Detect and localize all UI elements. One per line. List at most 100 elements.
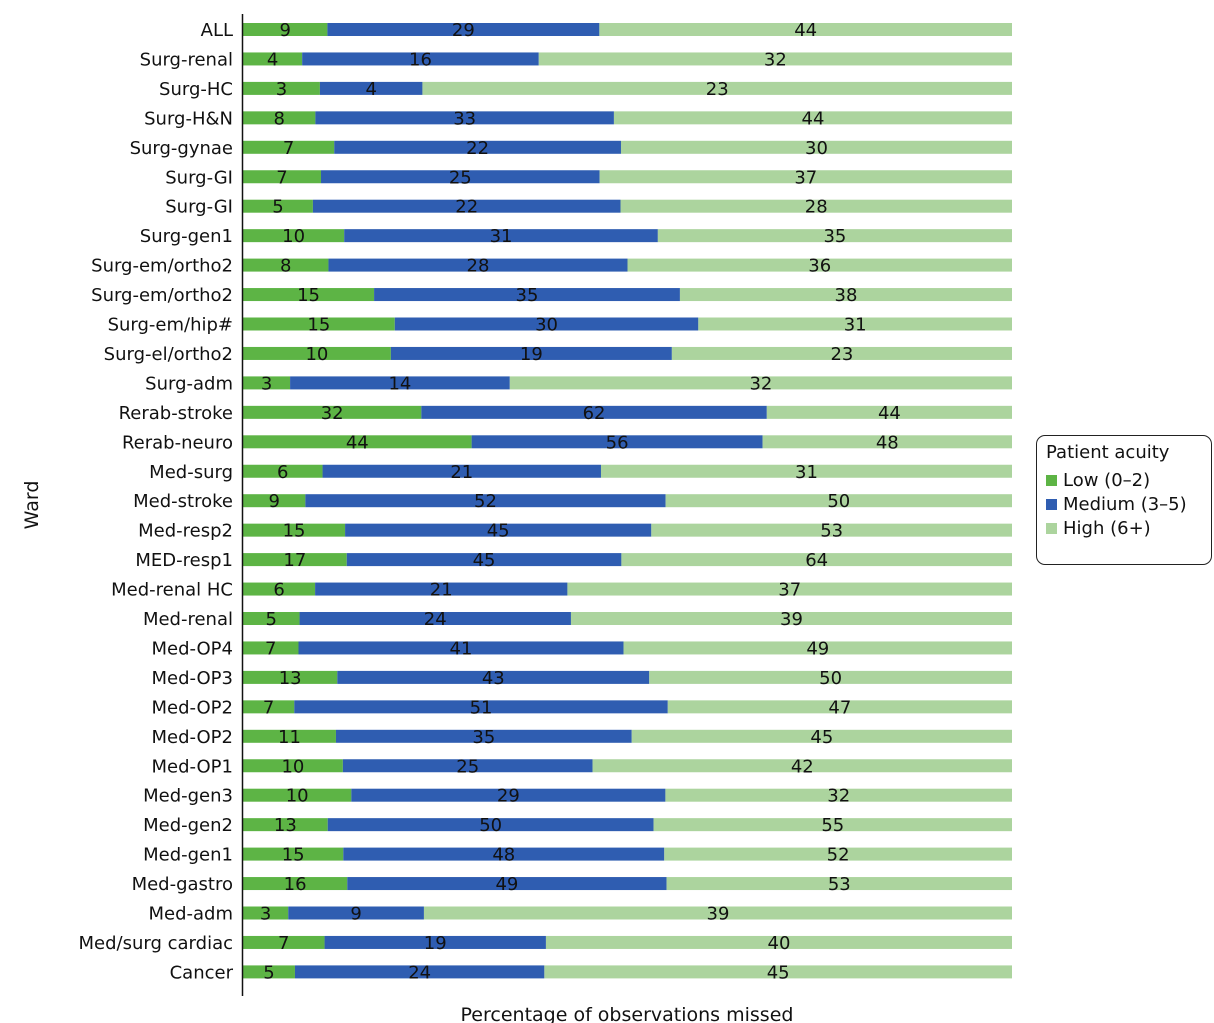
legend-label-medium: Medium (3–5) bbox=[1063, 493, 1187, 515]
category-label-rerab-neuro: Rerab-neuro bbox=[122, 432, 233, 453]
value-label-medium-3: 33 bbox=[453, 108, 476, 129]
value-label-high-22: 50 bbox=[819, 668, 842, 689]
bar-low-surg-renal-1 bbox=[243, 52, 303, 66]
category-label-surg-gi: Surg-GI bbox=[165, 197, 233, 218]
legend-item-medium: Medium (3–5) bbox=[1046, 492, 1211, 516]
bar-medium-surg-em-hip-10 bbox=[394, 317, 699, 331]
bar-low-med-surg-15 bbox=[243, 464, 323, 478]
value-label-low-22: 13 bbox=[279, 668, 302, 689]
value-label-low-28: 15 bbox=[282, 845, 305, 866]
value-label-low-15: 6 bbox=[277, 462, 288, 483]
bar-high-med-op3-22 bbox=[649, 670, 1012, 684]
bars-layer bbox=[243, 23, 1012, 979]
value-label-medium-22: 43 bbox=[482, 668, 505, 689]
value-label-high-9: 38 bbox=[835, 285, 858, 306]
bar-low-med-op4-21 bbox=[243, 641, 299, 655]
bar-high-surg-em-ortho2-8 bbox=[627, 258, 1012, 272]
bar-high-med-resp2-17 bbox=[651, 523, 1012, 537]
bar-high-med-surg-cardiac-31 bbox=[545, 935, 1012, 949]
bar-low-med-stroke-16 bbox=[243, 494, 306, 508]
bar-high-med-gen2-27 bbox=[653, 818, 1012, 832]
category-label-med-surg: Med-surg bbox=[149, 462, 233, 483]
value-label-medium-2: 4 bbox=[365, 79, 376, 100]
bar-medium-med-op3-22 bbox=[337, 670, 650, 684]
value-label-medium-27: 50 bbox=[479, 815, 502, 836]
bar-low-surg-em-hip-10 bbox=[243, 317, 395, 331]
value-label-low-25: 10 bbox=[281, 756, 304, 777]
bar-high-med-op2-23 bbox=[667, 700, 1012, 714]
bar-high-med-op4-21 bbox=[623, 641, 1012, 655]
bar-medium-med-surg-cardiac-31 bbox=[324, 935, 546, 949]
bar-medium-surg-em-ortho2-9 bbox=[374, 288, 680, 302]
bar-high-med-surg-15 bbox=[600, 464, 1012, 478]
category-label-surg-h-n: Surg-H&N bbox=[144, 108, 233, 129]
bar-high-med-op2-24 bbox=[631, 729, 1012, 743]
bar-low-surg-gynae-4 bbox=[243, 140, 335, 154]
bar-medium-med-gen1-28 bbox=[343, 847, 665, 861]
bar-low-med-resp2-17 bbox=[243, 523, 346, 537]
value-label-low-5: 7 bbox=[276, 167, 287, 188]
bar-medium-cancer-32 bbox=[294, 965, 545, 979]
category-label-med-surg-cardiac: Med/surg cardiac bbox=[79, 933, 233, 954]
value-label-medium-30: 9 bbox=[350, 904, 361, 925]
bar-medium-rerab-neuro-14 bbox=[471, 435, 763, 449]
category-label-surg-em-ortho2: Surg-em/ortho2 bbox=[91, 256, 233, 277]
bar-low-med-op2-23 bbox=[243, 700, 295, 714]
category-label-med-stroke: Med-stroke bbox=[133, 491, 233, 512]
bar-high-med-stroke-16 bbox=[665, 494, 1012, 508]
value-label-high-6: 28 bbox=[805, 197, 828, 218]
value-label-low-16: 9 bbox=[268, 491, 279, 512]
bar-medium-surg-renal-1 bbox=[302, 52, 539, 66]
category-label-med-gen2: Med-gen2 bbox=[143, 815, 233, 836]
value-label-low-2: 3 bbox=[276, 79, 287, 100]
bar-low-cancer-32 bbox=[243, 965, 295, 979]
value-label-medium-8: 28 bbox=[467, 256, 490, 277]
category-label-med-op4: Med-OP4 bbox=[151, 638, 233, 659]
bar-low-med-surg-cardiac-31 bbox=[243, 935, 325, 949]
value-label-medium-17: 45 bbox=[487, 521, 510, 542]
value-label-high-8: 36 bbox=[808, 256, 831, 277]
value-label-high-14: 48 bbox=[876, 432, 899, 453]
value-label-low-3: 8 bbox=[273, 108, 284, 129]
value-label-low-20: 5 bbox=[266, 609, 277, 630]
value-label-medium-10: 30 bbox=[535, 315, 558, 336]
value-label-low-10: 15 bbox=[307, 315, 330, 336]
value-label-high-18: 64 bbox=[805, 550, 828, 571]
bar-high-surg-em-ortho2-9 bbox=[679, 288, 1012, 302]
value-label-high-1: 32 bbox=[764, 49, 787, 70]
value-label-low-13: 32 bbox=[321, 403, 344, 424]
value-label-high-31: 40 bbox=[768, 933, 791, 954]
bar-high-surg-gynae-4 bbox=[620, 140, 1012, 154]
category-label-med-gen1: Med-gen1 bbox=[143, 845, 233, 866]
category-labels: ALL Surg-renal Surg-HC Surg-H&N Surg-gynae Su… bbox=[79, 20, 234, 983]
value-label-high-12: 32 bbox=[749, 373, 772, 394]
value-label-medium-28: 48 bbox=[492, 845, 515, 866]
legend-swatch-medium bbox=[1046, 498, 1057, 510]
value-label-low-18: 17 bbox=[283, 550, 306, 571]
legend-item-high: High (6+) bbox=[1046, 516, 1211, 540]
value-label-medium-32: 24 bbox=[408, 962, 431, 983]
category-label-med-resp2: Med-resp2 bbox=[138, 521, 233, 542]
value-label-medium-31: 19 bbox=[424, 933, 447, 954]
bar-high-med-op1-25 bbox=[592, 759, 1012, 773]
x-axis-title: Percentage of observations missed bbox=[461, 1004, 794, 1023]
legend-label-high: High (6+) bbox=[1063, 517, 1151, 539]
value-label-low-6: 5 bbox=[272, 197, 283, 218]
value-label-high-28: 52 bbox=[827, 845, 850, 866]
bar-low-surg-el-ortho2-11 bbox=[243, 346, 391, 360]
bar-low-med-resp1-18 bbox=[243, 553, 347, 567]
bar-high-med-resp1-18 bbox=[621, 553, 1012, 567]
category-label-surg-gynae: Surg-gynae bbox=[130, 138, 233, 159]
category-label-surg-adm: Surg-adm bbox=[145, 373, 233, 394]
bar-low-surg-em-ortho2-9 bbox=[243, 288, 375, 302]
legend-item-low: Low (0–2) bbox=[1046, 468, 1211, 492]
category-label-surg-el-ortho2: Surg-el/ortho2 bbox=[104, 344, 233, 365]
value-label-medium-16: 52 bbox=[474, 491, 497, 512]
bar-medium-surg-adm-12 bbox=[290, 376, 510, 390]
bar-high-surg-gen1-7 bbox=[657, 229, 1012, 243]
bar-high-rerab-neuro-14 bbox=[762, 435, 1012, 449]
value-label-low-19: 6 bbox=[273, 580, 284, 601]
bar-low-med-gen1-28 bbox=[243, 847, 344, 861]
